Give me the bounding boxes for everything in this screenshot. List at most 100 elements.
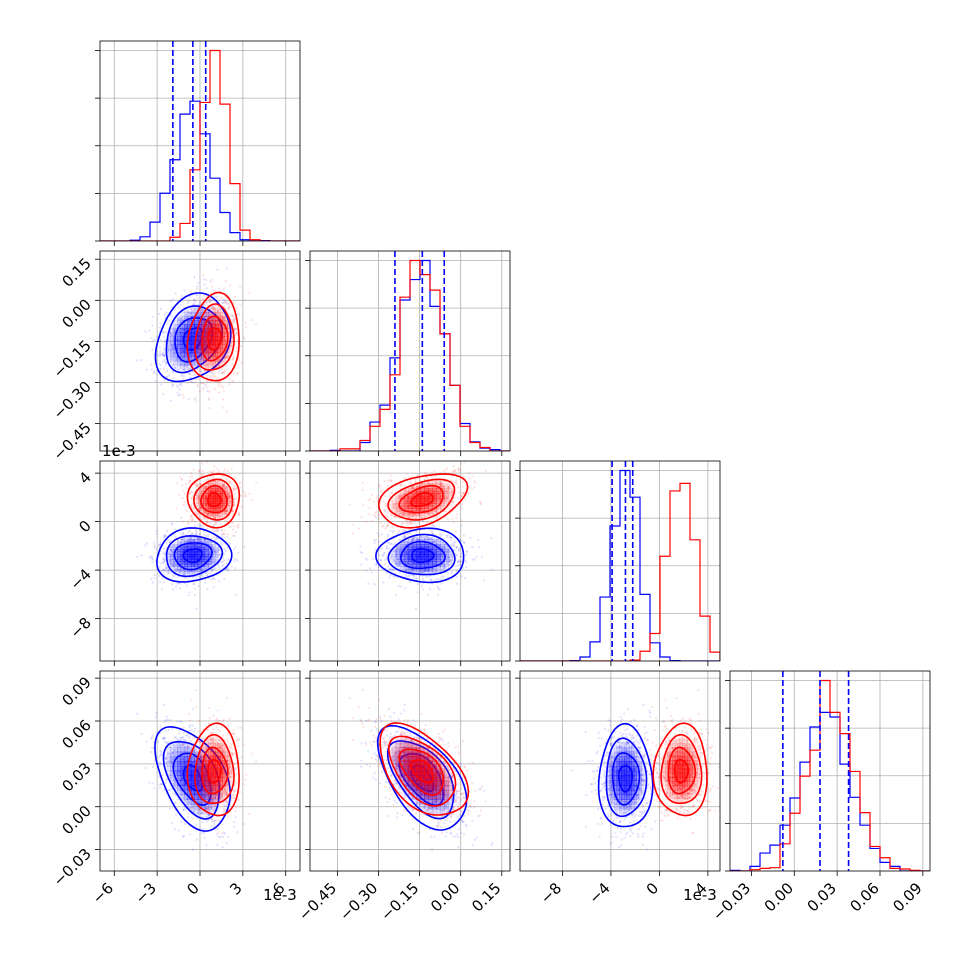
scatter-point: [159, 326, 161, 328]
scatter-point: [206, 386, 208, 388]
scatter-point: [381, 526, 383, 528]
scatter-point: [456, 570, 458, 572]
scatter-point: [225, 280, 227, 282]
scatter-point: [171, 316, 173, 318]
density-cell: [177, 361, 181, 366]
scatter-point: [160, 541, 162, 543]
density-cell: [170, 361, 174, 366]
scatter-point: [235, 350, 237, 352]
scatter-point: [447, 572, 449, 574]
scatter-point: [429, 578, 431, 580]
scatter-point: [385, 503, 387, 505]
scatter-point: [160, 308, 162, 310]
scatter-point: [231, 468, 233, 470]
density-cell: [180, 328, 184, 333]
scatter-point: [233, 525, 235, 527]
scatter-point: [455, 565, 457, 567]
scatter-point: [207, 588, 209, 590]
scatter-point: [201, 462, 203, 464]
scatter-point: [153, 577, 155, 579]
scatter-point: [425, 472, 427, 474]
scatter-point: [196, 383, 198, 385]
scatter-point: [197, 282, 199, 284]
scatter-point: [417, 591, 419, 593]
scatter-point: [220, 385, 222, 387]
scatter-point: [234, 567, 236, 569]
scatter-point: [174, 536, 176, 538]
scatter-point: [207, 572, 209, 574]
scatter-point: [213, 586, 215, 588]
scatter-point: [184, 501, 186, 503]
scatter-point: [209, 407, 211, 409]
scatter-point: [179, 476, 181, 478]
scatter-point: [192, 382, 194, 384]
scatter-point: [223, 305, 225, 307]
scatter-point: [236, 347, 238, 349]
scatter-point: [352, 524, 354, 526]
density-cell: [170, 357, 174, 362]
density-cell: [180, 365, 184, 370]
panel-2-0: −8−404: [66, 454, 300, 666]
scatter-point: [187, 531, 189, 533]
scatter-point: [440, 578, 442, 580]
scatter-point: [236, 525, 238, 527]
scatter-point: [468, 477, 470, 479]
scatter-point: [374, 542, 376, 544]
scatter-point: [228, 303, 230, 305]
scatter-point: [219, 566, 221, 568]
scatter-point: [165, 570, 167, 572]
scatter-point: [180, 304, 182, 306]
scatter-point: [214, 375, 216, 377]
scatter-point: [216, 296, 218, 298]
scatter-point: [398, 529, 400, 531]
scatter-point: [208, 391, 210, 393]
scatter-point: [213, 465, 215, 467]
density-cell: [180, 353, 184, 358]
scatter-point: [217, 377, 219, 379]
scatter-point: [136, 359, 138, 361]
scatter-point: [193, 374, 195, 376]
scatter-point: [461, 519, 463, 521]
scatter-point: [154, 338, 156, 340]
scatter-point: [218, 288, 220, 290]
scatter-point: [236, 488, 238, 490]
scatter-point: [214, 523, 216, 525]
scatter-point: [372, 558, 374, 560]
scatter-point: [190, 472, 192, 474]
scatter-point: [177, 394, 179, 396]
panel-0-0: [95, 41, 300, 246]
scatter-point: [226, 470, 228, 472]
scatter-point: [243, 491, 245, 493]
scatter-point: [222, 398, 224, 400]
density-cell: [191, 312, 195, 317]
scatter-point: [450, 539, 452, 541]
scatter-point: [158, 352, 160, 354]
scatter-point: [227, 558, 229, 560]
scatter-point: [456, 546, 458, 548]
scatter-point: [458, 559, 460, 561]
scatter-point: [236, 307, 238, 309]
scatter-point: [214, 578, 216, 580]
scatter-point: [447, 518, 449, 520]
scatter-point: [469, 486, 471, 488]
scatter-point: [175, 585, 177, 587]
scatter-point: [193, 583, 195, 585]
scatter-point: [422, 588, 424, 590]
scatter-point: [151, 561, 153, 563]
scatter-point: [219, 542, 221, 544]
scatter-point: [239, 304, 241, 306]
scatter-point: [217, 529, 219, 531]
scatter-point: [152, 582, 154, 584]
scatter-point: [161, 588, 163, 590]
scatter-point: [185, 483, 187, 485]
scatter-point: [225, 562, 227, 564]
scatter-point: [205, 279, 207, 281]
scatter-point: [161, 578, 163, 580]
scatter-point: [377, 566, 379, 568]
scatter-point: [378, 517, 380, 519]
scatter-point: [415, 608, 417, 610]
scatter-point: [221, 543, 223, 545]
scatter-point: [181, 295, 183, 297]
